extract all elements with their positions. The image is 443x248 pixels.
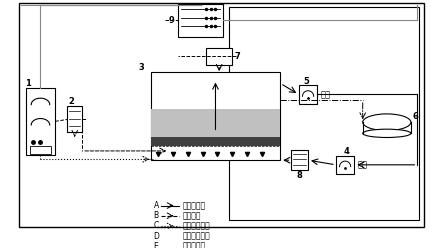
Text: 反洗气路管线: 反洗气路管线 — [183, 221, 211, 230]
Bar — [206, 48, 232, 65]
Text: 进水: 进水 — [358, 160, 368, 169]
Text: 9: 9 — [169, 16, 175, 25]
Text: 6: 6 — [413, 112, 419, 121]
Text: 臭氧尾气管线: 臭氧尾气管线 — [183, 232, 211, 241]
Text: 2: 2 — [68, 97, 74, 106]
Text: D: D — [153, 232, 159, 241]
Bar — [336, 155, 354, 174]
Text: 进出水管线: 进出水管线 — [183, 201, 206, 210]
Text: 4: 4 — [344, 147, 350, 156]
Bar — [151, 137, 280, 146]
Bar — [229, 7, 419, 220]
Bar — [299, 85, 317, 104]
Text: A: A — [153, 201, 159, 210]
Text: B: B — [153, 211, 159, 220]
Text: E: E — [153, 242, 158, 248]
Bar — [291, 150, 308, 170]
Text: 1: 1 — [24, 79, 31, 88]
Bar — [151, 72, 280, 160]
Ellipse shape — [363, 114, 411, 130]
Text: 臭氧管线: 臭氧管线 — [183, 211, 202, 220]
Ellipse shape — [363, 129, 411, 137]
Text: 7: 7 — [235, 52, 241, 61]
Bar — [151, 109, 280, 137]
Text: C: C — [153, 221, 159, 230]
Text: 5: 5 — [303, 77, 309, 86]
Bar — [67, 106, 82, 132]
Text: 3: 3 — [139, 63, 144, 72]
Bar — [179, 4, 223, 37]
Text: 8: 8 — [297, 171, 303, 180]
Bar — [30, 146, 51, 154]
Text: 信号电缆线: 信号电缆线 — [183, 242, 206, 248]
Bar — [26, 88, 55, 155]
Text: 出水: 出水 — [321, 90, 331, 99]
